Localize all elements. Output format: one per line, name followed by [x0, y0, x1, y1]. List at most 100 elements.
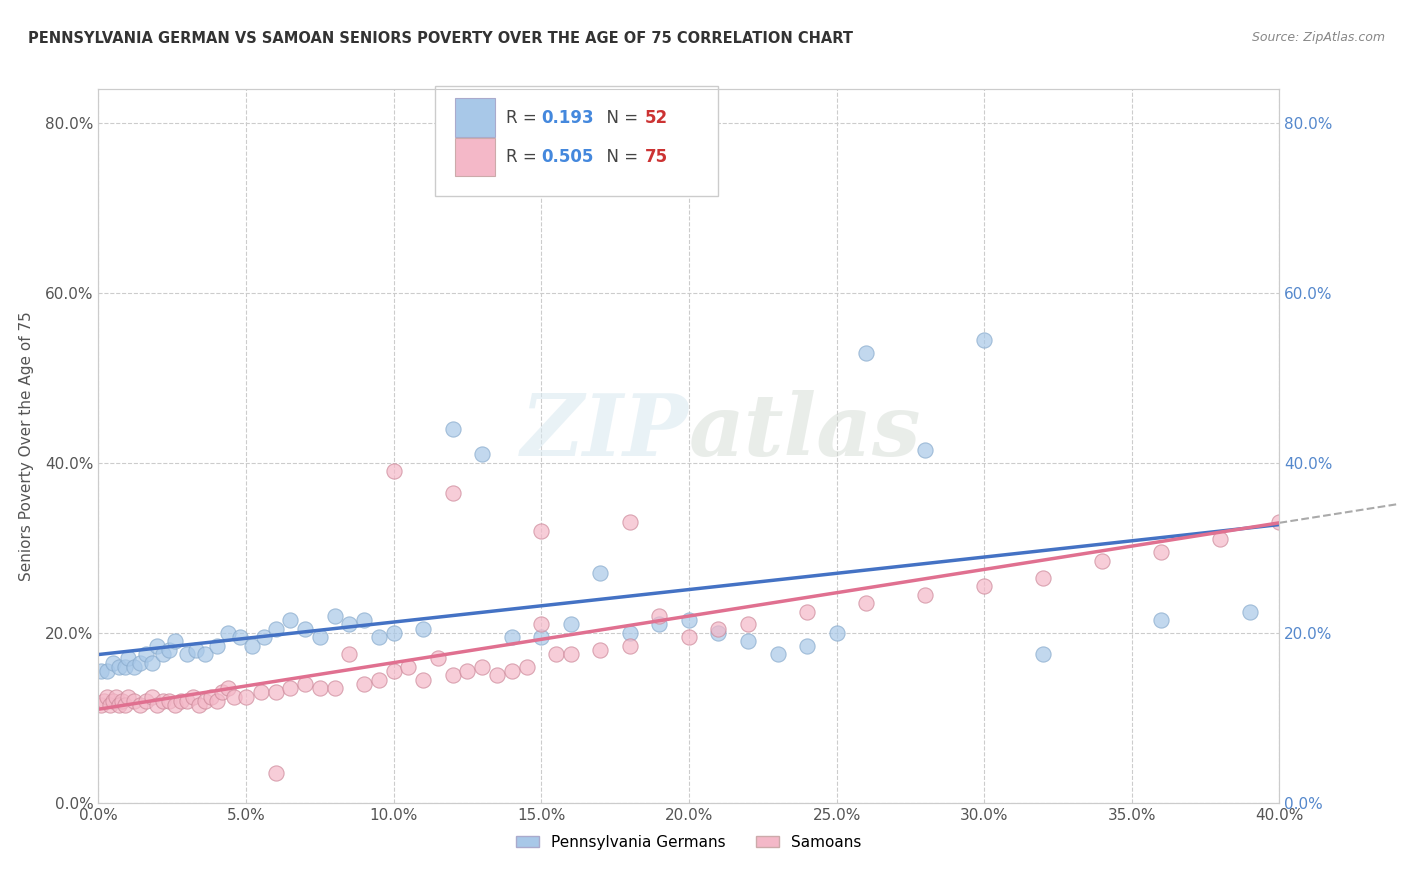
Point: [128, 698, 150, 712]
Point: [427, 651, 450, 665]
Point: [678, 613, 700, 627]
Point: [457, 664, 479, 678]
Y-axis label: Seniors Poverty Over the Age of 75: Seniors Poverty Over the Age of 75: [18, 311, 34, 581]
Point: [90, 664, 112, 678]
Point: [471, 660, 494, 674]
Point: [1091, 554, 1114, 568]
Point: [914, 588, 936, 602]
Legend: Pennsylvania Germans, Samoans: Pennsylvania Germans, Samoans: [510, 829, 868, 855]
Point: [1209, 533, 1232, 547]
Point: [678, 630, 700, 644]
Point: [353, 613, 375, 627]
Text: N =: N =: [596, 148, 643, 166]
Point: [165, 698, 187, 712]
Point: [368, 630, 391, 644]
Point: [108, 660, 131, 674]
Point: [530, 617, 553, 632]
Point: [309, 681, 332, 695]
Point: [229, 630, 252, 644]
Point: [825, 626, 848, 640]
Point: [501, 630, 523, 644]
Point: [103, 694, 125, 708]
Point: [973, 579, 995, 593]
Point: [264, 685, 287, 699]
Point: [205, 694, 228, 708]
Point: [205, 639, 228, 653]
Point: [103, 656, 125, 670]
Point: [146, 639, 169, 653]
Point: [264, 622, 287, 636]
Point: [648, 617, 671, 632]
Point: [294, 622, 316, 636]
FancyBboxPatch shape: [456, 98, 495, 137]
Point: [973, 333, 995, 347]
Point: [264, 766, 287, 780]
Point: [122, 660, 145, 674]
Point: [108, 698, 131, 712]
Point: [240, 639, 263, 653]
Point: [737, 634, 759, 648]
Point: [471, 448, 494, 462]
Point: [135, 647, 157, 661]
Point: [280, 613, 302, 627]
Point: [157, 643, 180, 657]
Point: [111, 694, 134, 708]
Point: [176, 694, 198, 708]
Point: [441, 422, 464, 436]
Point: [114, 660, 136, 674]
Point: [382, 626, 405, 640]
Text: 0.193: 0.193: [541, 109, 593, 127]
Point: [323, 608, 346, 623]
Point: [128, 656, 150, 670]
Point: [368, 673, 391, 687]
Point: [546, 647, 568, 661]
Point: [194, 647, 217, 661]
Point: [105, 690, 128, 704]
Point: [253, 630, 276, 644]
Point: [165, 634, 187, 648]
Point: [187, 698, 209, 712]
Point: [117, 651, 139, 665]
Point: [309, 630, 332, 644]
Text: Source: ZipAtlas.com: Source: ZipAtlas.com: [1251, 31, 1385, 45]
Point: [589, 643, 612, 657]
Text: R =: R =: [506, 109, 541, 127]
Text: 75: 75: [645, 148, 668, 166]
Point: [339, 647, 361, 661]
Point: [200, 690, 222, 704]
Point: [1268, 516, 1291, 530]
Point: [217, 681, 239, 695]
Point: [1327, 499, 1350, 513]
Point: [184, 643, 207, 657]
Point: [135, 694, 157, 708]
Point: [441, 485, 464, 500]
Point: [211, 685, 233, 699]
Point: [796, 639, 818, 653]
Point: [530, 630, 553, 644]
Point: [1150, 613, 1173, 627]
Point: [90, 698, 112, 712]
Point: [194, 694, 217, 708]
Point: [486, 668, 509, 682]
Point: [619, 639, 641, 653]
Text: PENNSYLVANIA GERMAN VS SAMOAN SENIORS POVERTY OVER THE AGE OF 75 CORRELATION CHA: PENNSYLVANIA GERMAN VS SAMOAN SENIORS PO…: [28, 31, 853, 46]
Text: N =: N =: [596, 109, 643, 127]
Point: [766, 647, 789, 661]
Point: [441, 668, 464, 682]
Point: [560, 647, 582, 661]
Point: [589, 566, 612, 581]
Point: [353, 677, 375, 691]
Text: atlas: atlas: [689, 390, 921, 474]
Point: [1032, 571, 1054, 585]
Point: [323, 681, 346, 695]
Point: [707, 622, 730, 636]
Point: [217, 626, 239, 640]
Point: [146, 698, 169, 712]
Point: [1386, 490, 1406, 504]
FancyBboxPatch shape: [434, 86, 718, 196]
Point: [157, 694, 180, 708]
FancyBboxPatch shape: [456, 137, 495, 177]
Point: [93, 694, 115, 708]
Point: [1032, 647, 1054, 661]
Point: [1150, 545, 1173, 559]
